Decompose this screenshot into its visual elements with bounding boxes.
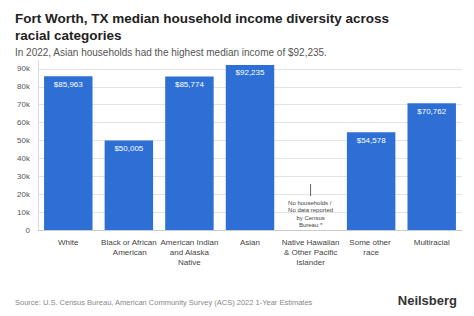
svg-text:racial categories: racial categories <box>15 28 122 43</box>
svg-text:$70,762: $70,762 <box>417 107 446 116</box>
svg-text:$50,005: $50,005 <box>114 144 143 153</box>
svg-text:Black or African: Black or African <box>101 238 157 247</box>
svg-text:and Alaska: and Alaska <box>168 248 212 257</box>
svg-text:0: 0 <box>26 226 31 235</box>
svg-text:50k: 50k <box>17 136 31 145</box>
svg-text:Fort Worth, TX median househol: Fort Worth, TX median household income d… <box>15 11 393 26</box>
svg-text:In 2022, Asian households had: In 2022, Asian households had the highes… <box>15 47 327 58</box>
svg-text:70k: 70k <box>17 100 31 109</box>
svg-text:race: race <box>363 248 379 257</box>
svg-text:Multiracial: Multiracial <box>414 238 450 247</box>
svg-text:80k: 80k <box>17 82 31 91</box>
svg-text:$54,578: $54,578 <box>357 136 386 145</box>
svg-text:American: American <box>111 248 147 257</box>
svg-text:Islander: Islander <box>296 258 325 267</box>
svg-text:40k: 40k <box>17 154 31 163</box>
svg-text:Neilsberg: Neilsberg <box>398 293 457 308</box>
svg-text:$85,963: $85,963 <box>54 80 83 89</box>
svg-text:$92,235: $92,235 <box>236 68 265 77</box>
svg-text:10k: 10k <box>17 208 31 217</box>
svg-text:No households /: No households / <box>288 200 333 206</box>
svg-text:Native Hawaiian: Native Hawaiian <box>282 238 340 247</box>
svg-text:by Census: by Census <box>295 215 327 221</box>
svg-text:No data reported: No data reported <box>288 207 333 213</box>
svg-text:& Other Pacific: & Other Pacific <box>282 248 340 257</box>
svg-text:Bureau *: Bureau * <box>299 222 323 228</box>
svg-text:20k: 20k <box>17 190 31 199</box>
svg-text:60k: 60k <box>17 118 31 127</box>
svg-text:30k: 30k <box>17 172 31 181</box>
svg-text:Source: U.S. Census Bureau, Am: Source: U.S. Census Bureau, American Com… <box>15 298 313 307</box>
svg-text:White: White <box>58 238 79 247</box>
svg-text:Asian: Asian <box>240 238 260 247</box>
svg-text:Native: Native <box>178 258 201 267</box>
svg-text:Some other: Some other <box>349 238 393 247</box>
svg-text:$85,774: $85,774 <box>175 80 204 89</box>
svg-text:90k: 90k <box>17 64 31 73</box>
svg-text:American Indian: American Indian <box>161 238 219 247</box>
